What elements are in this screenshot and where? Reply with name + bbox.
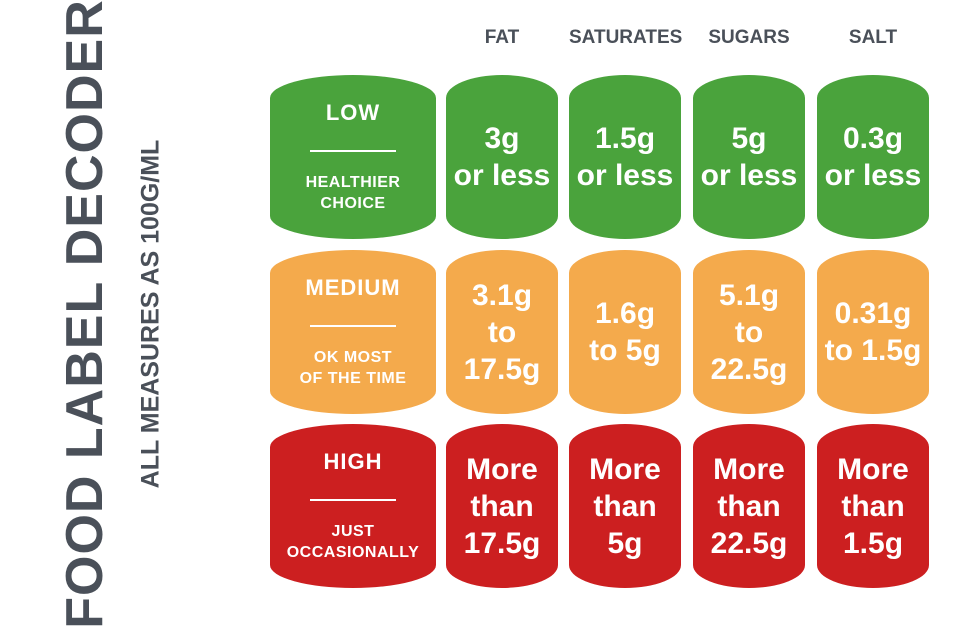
level-high-cell: HIGH JUST OCCASIONALLY: [270, 424, 436, 588]
level-high-description: JUST OCCASIONALLY: [286, 523, 420, 561]
low-fat-cell: 3g or less: [446, 75, 558, 239]
low-salt-cell: 0.3g or less: [817, 75, 929, 239]
high-fat-cell: More than 17.5g: [446, 424, 558, 588]
medium-fat-cell: 3.1g to 17.5g: [446, 250, 558, 414]
high-salt-cell: More than 1.5g: [817, 424, 929, 588]
level-low-description: HEALTHIER CHOICE: [305, 174, 401, 212]
level-medium-description: OK MOST OF THE TIME: [299, 349, 407, 387]
column-header-sugars: SUGARS: [708, 27, 790, 48]
column-header-saturates: SATURATES: [569, 27, 683, 48]
low-saturates-cell: 1.5g or less: [569, 75, 681, 239]
level-high-label: HIGH: [323, 449, 383, 474]
divider: [310, 325, 396, 327]
high-sugars-cell: More than 22.5g: [693, 424, 805, 588]
page-subtitle: ALL MEASURES AS 100G/ML: [136, 139, 165, 489]
high-saturates-cell: More than 5g: [569, 424, 681, 588]
medium-sugars-cell: 5.1g to 22.5g: [693, 250, 805, 414]
column-header-salt: SALT: [848, 27, 898, 48]
column-header-fat: FAT: [484, 27, 520, 48]
level-low-label: LOW: [325, 100, 381, 125]
low-sugars-cell: 5g or less: [693, 75, 805, 239]
level-low-cell: LOW HEALTHIER CHOICE: [270, 75, 436, 239]
medium-saturates-cell: 1.6g to 5g: [569, 250, 681, 414]
divider: [310, 150, 396, 152]
page-title: FOOD LABEL DECODER: [56, 0, 114, 629]
level-medium-cell: MEDIUM OK MOST OF THE TIME: [270, 250, 436, 414]
level-medium-label: MEDIUM: [305, 275, 401, 300]
medium-salt-cell: 0.31g to 1.5g: [817, 250, 929, 414]
divider: [310, 499, 396, 501]
